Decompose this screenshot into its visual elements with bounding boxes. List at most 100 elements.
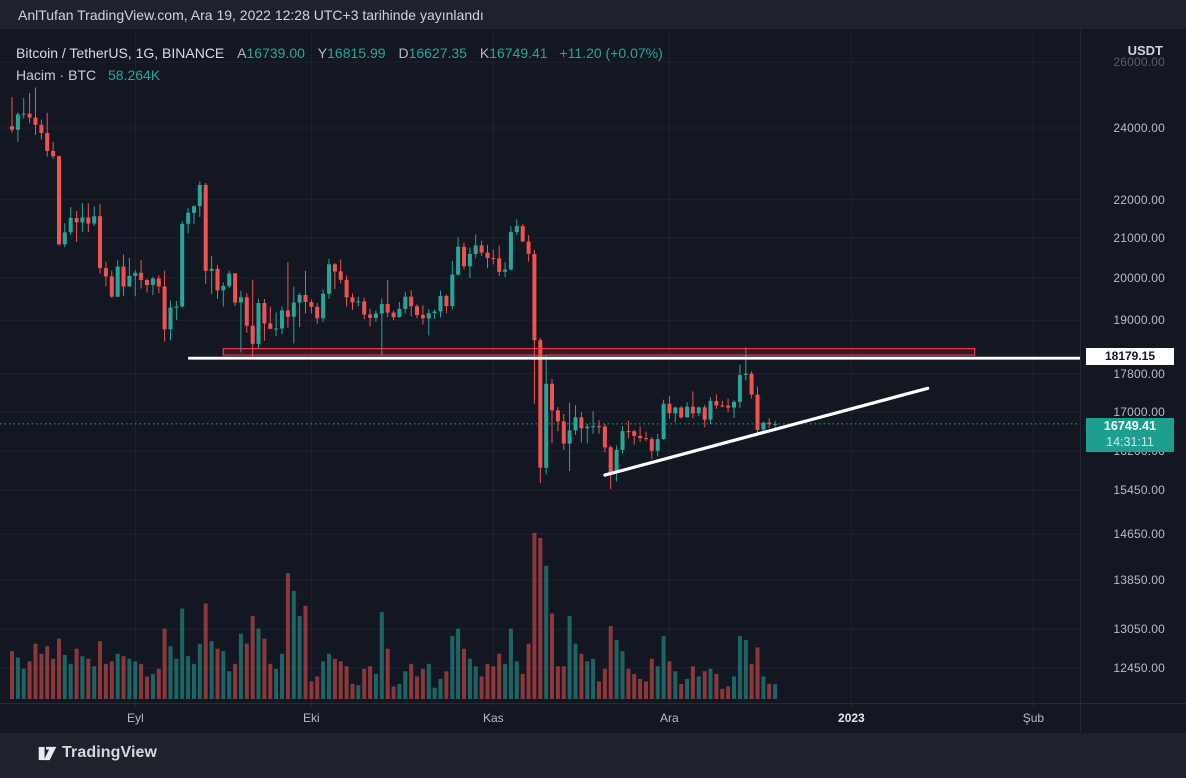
- volume-bar: [397, 683, 402, 699]
- candle-body: [673, 407, 678, 414]
- candle-body: [649, 439, 654, 451]
- candle-body: [268, 323, 273, 329]
- volume-bar: [327, 653, 331, 699]
- current-price-label: 16749.41 14:31:11: [1086, 418, 1174, 452]
- candle-body: [485, 252, 490, 259]
- volume-bar: [285, 573, 290, 700]
- trend-line: [603, 386, 930, 477]
- volume-bar: [115, 653, 120, 699]
- candle-body: [356, 301, 361, 303]
- candle-body: [168, 307, 173, 330]
- candle-body: [27, 113, 32, 118]
- volume-bar: [479, 676, 484, 699]
- volume-bar: [561, 666, 566, 699]
- candle-body: [262, 303, 267, 324]
- candle-body: [233, 273, 238, 303]
- candlestick-chart[interactable]: [0, 30, 1186, 733]
- candle-body: [597, 426, 601, 428]
- candle-body: [579, 417, 584, 429]
- volume-bar: [373, 673, 378, 699]
- candle-body: [508, 232, 513, 270]
- time-axis-label: Eki: [303, 711, 320, 725]
- price-scale[interactable]: USDT 26000.00 24000.00 22000.00 21000.00 200…: [1080, 30, 1186, 733]
- candle-body: [538, 340, 543, 468]
- candle-body: [274, 328, 279, 330]
- close-label: K: [479, 45, 490, 61]
- time-scale[interactable]: Eyl Eki Kas Ara 2023 Şub: [0, 703, 1186, 734]
- candle-body: [256, 303, 261, 344]
- volume-bar: [632, 673, 637, 699]
- price-axis-label: 13050.00: [1113, 622, 1165, 637]
- volume-bar: [514, 661, 519, 699]
- volume-bar: [409, 663, 414, 699]
- volume-bar: [309, 681, 314, 699]
- candle-body: [426, 313, 431, 319]
- volume-bar: [503, 663, 508, 699]
- volume-bar: [303, 605, 308, 699]
- candle-body: [420, 314, 425, 319]
- volume-bar: [297, 616, 302, 699]
- volume-bar: [767, 683, 772, 699]
- price-axis-label: 26000.00: [1113, 55, 1165, 70]
- candle-body: [21, 113, 26, 115]
- candle-body: [127, 275, 132, 287]
- candle-body: [467, 254, 472, 267]
- tradingview-logo-icon[interactable]: [38, 744, 57, 763]
- price-axis-label: 24000.00: [1113, 121, 1165, 135]
- candle-body: [115, 266, 120, 297]
- volume-bar: [51, 658, 56, 699]
- volume-bar: [473, 666, 478, 699]
- volume-bar: [462, 648, 466, 699]
- candle-body: [321, 293, 326, 319]
- candle-body: [438, 295, 443, 312]
- volume-bar: [156, 668, 161, 699]
- volume-bar: [544, 565, 549, 699]
- volume-bar: [10, 651, 14, 699]
- chart-pane[interactable]: Bitcoin / TetherUS, 1G, BINANCE A16739.0…: [0, 30, 1186, 733]
- volume-bar: [391, 686, 396, 699]
- volume-bar: [749, 663, 754, 699]
- candle-body: [197, 184, 202, 207]
- volume-bar: [62, 655, 67, 699]
- candle-body: [291, 302, 296, 317]
- candle-body: [203, 184, 208, 271]
- volume-bar: [291, 590, 296, 699]
- candle-body: [327, 264, 331, 294]
- candle-body: [133, 272, 138, 276]
- volume-bar: [620, 651, 625, 699]
- volume-bar: [215, 648, 220, 699]
- candle-body: [714, 400, 719, 406]
- time-axis-label: Eyl: [126, 711, 144, 725]
- candle-body: [462, 246, 466, 267]
- volume-bar: [597, 681, 601, 699]
- candle-body: [544, 383, 549, 468]
- volume-bar: [133, 661, 138, 699]
- volume-bar: [690, 666, 695, 699]
- candle-body: [397, 308, 402, 318]
- symbol-title[interactable]: Bitcoin / TetherUS, 1G, BINANCE: [16, 45, 225, 61]
- volume-bar: [344, 666, 349, 699]
- volume-bar: [98, 641, 102, 699]
- candle-body: [103, 268, 108, 277]
- volume-bar: [250, 616, 255, 699]
- candle-body: [726, 405, 731, 408]
- candle-body: [145, 280, 149, 285]
- candle-body: [620, 431, 625, 450]
- candle-body: [737, 375, 742, 402]
- volume-bar: [280, 653, 284, 699]
- volume-bar: [497, 653, 502, 699]
- change-value: +11.20 (+0.07%): [559, 45, 663, 61]
- candle-body: [497, 258, 502, 272]
- candle-body: [444, 295, 449, 307]
- candle-body: [39, 124, 44, 133]
- volume-bar: [720, 688, 725, 699]
- legend-symbol-row: Bitcoin / TetherUS, 1G, BINANCE A16739.0…: [16, 42, 663, 64]
- volume-bar: [591, 658, 596, 699]
- bar-countdown: 14:31:11: [1106, 435, 1154, 449]
- footer-bar: TradingView: [0, 733, 1186, 778]
- candle-body: [68, 217, 73, 233]
- chart-legend: Bitcoin / TetherUS, 1G, BINANCE A16739.0…: [16, 42, 663, 86]
- tradingview-wordmark[interactable]: TradingView: [62, 744, 158, 761]
- candle-body: [415, 306, 419, 315]
- volume-label[interactable]: Hacim · BTC: [16, 67, 97, 83]
